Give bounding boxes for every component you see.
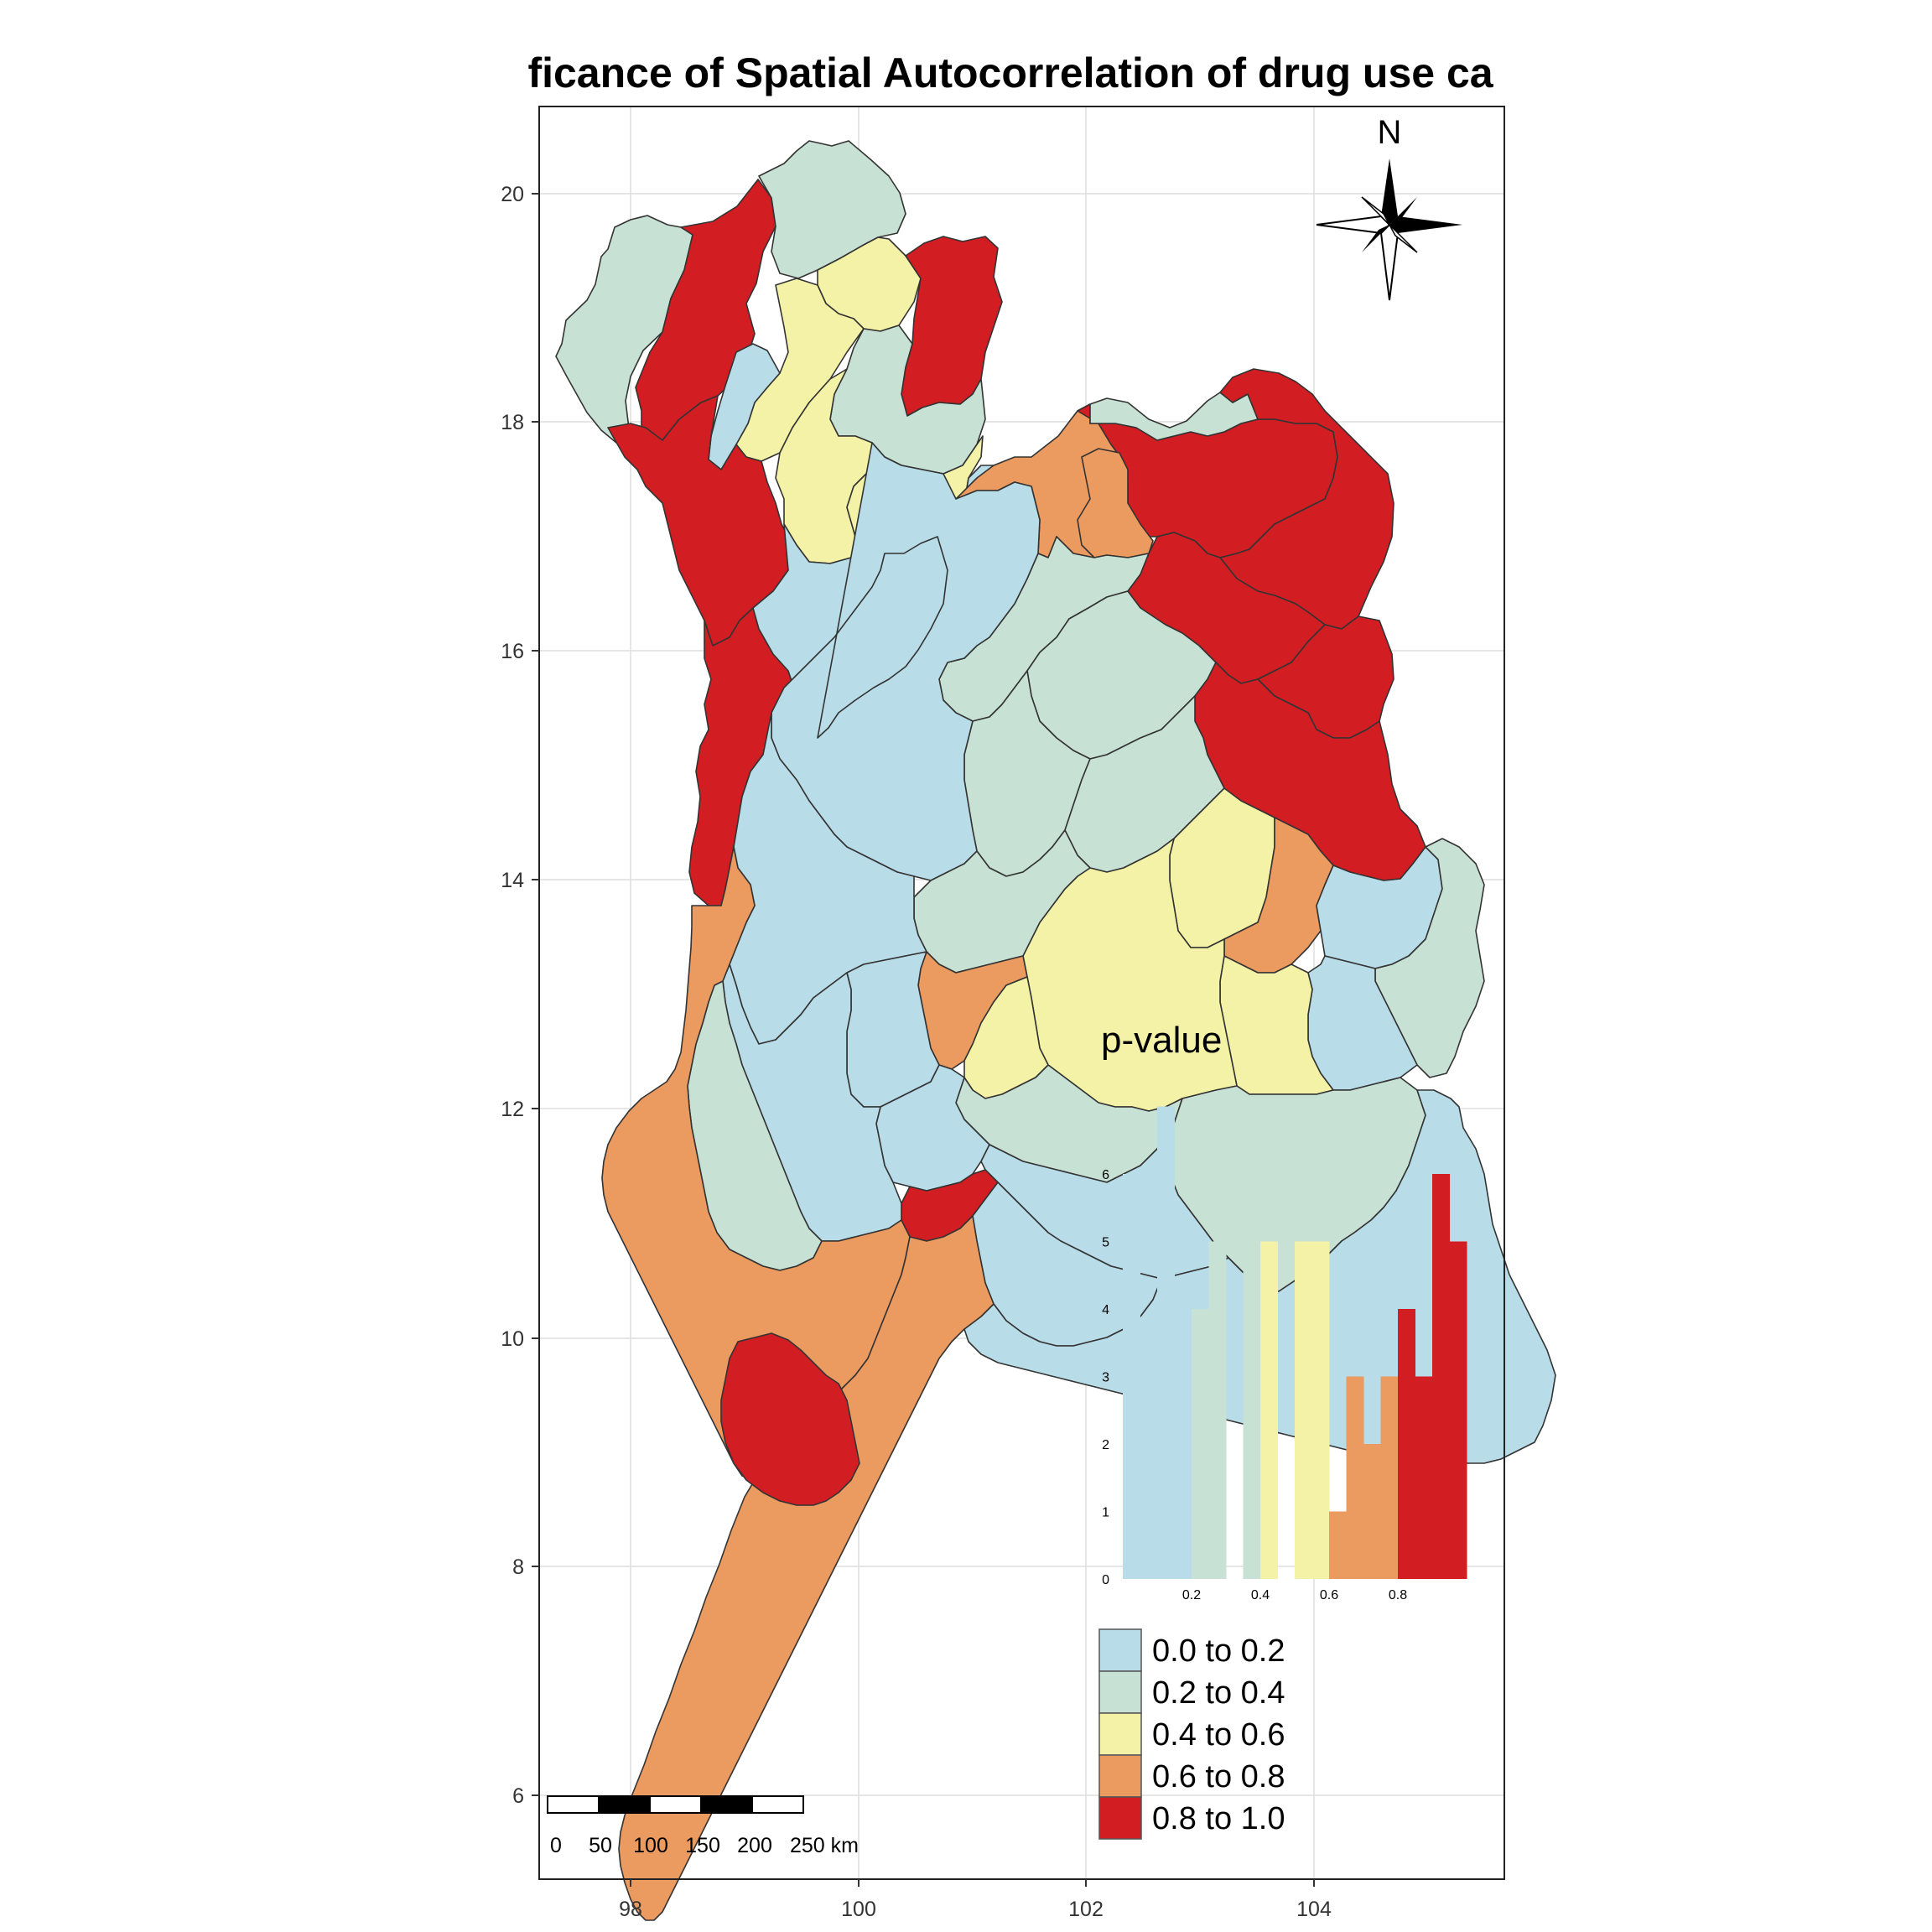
histogram-bar bbox=[1123, 1174, 1140, 1579]
p-value-histogram: p-value 0 1 2 3 4 5 6 0.2 0.4 0.6 0.8 bbox=[1101, 1020, 1467, 1602]
north-arrow-se bbox=[1389, 224, 1418, 253]
scale-bar-labels: 0 50 100 150 200 250 km bbox=[550, 1834, 859, 1857]
x-tick-label: 102 bbox=[1068, 1898, 1104, 1921]
x-tick-label: 98 bbox=[619, 1898, 642, 1921]
histogram-bar bbox=[1243, 1174, 1261, 1579]
scale-bar-label: 250 km bbox=[790, 1834, 859, 1857]
scale-bar-label: 100 bbox=[633, 1834, 668, 1857]
histogram-y-tick: 3 bbox=[1102, 1371, 1109, 1385]
histogram-y-tick: 4 bbox=[1102, 1303, 1109, 1317]
y-tick-label: 6 bbox=[512, 1784, 524, 1808]
legend-label: 0.0 to 0.2 bbox=[1152, 1633, 1285, 1669]
y-tick-label: 16 bbox=[501, 640, 524, 663]
histogram-bar bbox=[1363, 1444, 1381, 1579]
histogram-y-tick: 5 bbox=[1102, 1236, 1109, 1250]
province-polygon bbox=[1374, 838, 1485, 1078]
histogram-bar bbox=[1311, 1241, 1330, 1579]
histogram-x-tick: 0.8 bbox=[1389, 1588, 1407, 1602]
legend-label: 0.6 to 0.8 bbox=[1152, 1759, 1285, 1794]
x-tick-label: 100 bbox=[841, 1898, 876, 1921]
north-arrow: N bbox=[1316, 114, 1462, 301]
histogram-y-axis: 0 1 2 3 4 5 6 bbox=[1102, 1168, 1109, 1587]
scale-bar-segment bbox=[751, 1795, 804, 1814]
y-tick-label: 20 bbox=[501, 183, 524, 206]
scale-bar-segment bbox=[598, 1795, 651, 1814]
legend-label: 0.2 to 0.4 bbox=[1152, 1675, 1285, 1711]
map-panel-border bbox=[538, 106, 1505, 1880]
legend-swatch bbox=[1098, 1628, 1142, 1672]
histogram-x-tick: 0.6 bbox=[1320, 1588, 1338, 1602]
histogram-x-tick: 0.2 bbox=[1182, 1588, 1201, 1602]
scale-bar-segment bbox=[649, 1795, 702, 1814]
histogram-bar bbox=[1346, 1376, 1364, 1579]
histogram-x-axis: 0.2 0.4 0.6 0.8 bbox=[1182, 1588, 1407, 1602]
province-polygon bbox=[618, 1215, 995, 1921]
scale-bar: 0 50 100 150 200 250 km bbox=[547, 1795, 859, 1857]
histogram-y-tick: 2 bbox=[1102, 1438, 1109, 1452]
province-polygon bbox=[720, 1332, 860, 1506]
scale-bar-segment bbox=[700, 1795, 753, 1814]
north-arrow-ne bbox=[1389, 197, 1417, 225]
north-arrow-sw bbox=[1362, 225, 1389, 252]
scale-bar-label: 0 bbox=[550, 1834, 562, 1857]
legend-swatch bbox=[1098, 1754, 1142, 1798]
legend: 0.0 to 0.2 0.2 to 0.4 0.4 to 0.6 0.6 to … bbox=[1098, 1628, 1285, 1840]
histogram-title: p-value bbox=[1101, 1020, 1222, 1061]
province-polygon bbox=[555, 215, 693, 444]
histogram-bar bbox=[1192, 1309, 1209, 1579]
histogram-bar bbox=[1380, 1376, 1399, 1579]
scale-bar-label: 200 bbox=[737, 1834, 772, 1857]
y-tick-label: 18 bbox=[501, 411, 524, 434]
scale-bar-label: 150 bbox=[685, 1834, 720, 1857]
province-polygon bbox=[758, 140, 906, 279]
histogram-bar bbox=[1208, 1241, 1227, 1579]
scale-bar-segment bbox=[547, 1795, 600, 1814]
legend-item: 0.0 to 0.2 bbox=[1098, 1628, 1285, 1672]
x-axis: 98 100 102 104 bbox=[619, 1879, 1332, 1921]
y-tick-label: 12 bbox=[501, 1098, 524, 1121]
histogram-y-tick: 6 bbox=[1102, 1168, 1109, 1182]
north-arrow-label: N bbox=[1378, 114, 1402, 151]
legend-item: 0.2 to 0.4 bbox=[1098, 1670, 1285, 1714]
legend-item: 0.4 to 0.6 bbox=[1098, 1712, 1285, 1756]
histogram-bar bbox=[1449, 1241, 1467, 1579]
y-tick-label: 8 bbox=[512, 1555, 524, 1579]
histogram-bars bbox=[1123, 1106, 1467, 1579]
y-tick-label: 10 bbox=[501, 1327, 524, 1351]
y-axis: 20 18 16 14 12 10 8 6 bbox=[501, 183, 539, 1808]
north-arrow-east bbox=[1389, 216, 1462, 233]
legend-label: 0.8 to 1.0 bbox=[1152, 1801, 1285, 1836]
histogram-bar bbox=[1329, 1511, 1347, 1579]
north-arrow-needle bbox=[1381, 158, 1398, 225]
x-tick-label: 104 bbox=[1296, 1898, 1332, 1921]
histogram-bar bbox=[1140, 1376, 1158, 1579]
histogram-bar bbox=[1398, 1309, 1415, 1579]
province-polygon bbox=[708, 343, 781, 470]
province-polygons bbox=[555, 140, 1556, 1921]
map-title: ficance of Spatial Autocorrelation of dr… bbox=[527, 49, 1493, 96]
north-arrow-nw bbox=[1361, 196, 1390, 226]
legend-swatch bbox=[1098, 1796, 1142, 1840]
legend-swatch bbox=[1098, 1670, 1142, 1714]
histogram-bar bbox=[1174, 1309, 1192, 1579]
y-tick-label: 14 bbox=[501, 869, 524, 892]
histogram-bar bbox=[1260, 1241, 1278, 1579]
legend-item: 0.6 to 0.8 bbox=[1098, 1754, 1285, 1798]
legend-swatch bbox=[1098, 1712, 1142, 1756]
histogram-bar bbox=[1157, 1106, 1175, 1579]
histogram-y-tick: 0 bbox=[1102, 1573, 1109, 1587]
histogram-y-tick: 1 bbox=[1102, 1506, 1109, 1520]
histogram-bar bbox=[1295, 1241, 1312, 1579]
scale-bar-label: 50 bbox=[589, 1834, 612, 1857]
histogram-bar bbox=[1415, 1376, 1433, 1579]
histogram-bar bbox=[1432, 1174, 1450, 1579]
histogram-x-tick: 0.4 bbox=[1251, 1588, 1270, 1602]
legend-item: 0.8 to 1.0 bbox=[1098, 1796, 1285, 1840]
legend-label: 0.4 to 0.6 bbox=[1152, 1717, 1285, 1753]
